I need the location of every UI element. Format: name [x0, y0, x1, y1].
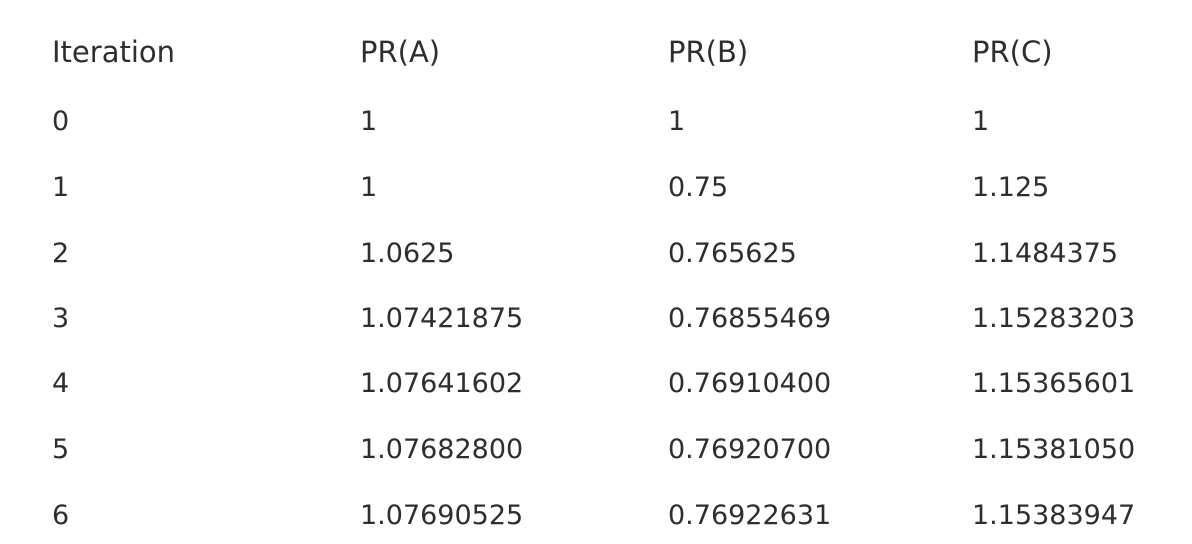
cell-iteration: 4 — [52, 368, 70, 399]
cell-pr-a: 1.07690525 — [360, 500, 524, 531]
cell-iteration: 2 — [52, 238, 70, 269]
header-iteration: Iteration — [52, 35, 176, 69]
cell-pr-a: 1.07421875 — [360, 303, 524, 334]
cell-pr-a: 1.07641602 — [360, 368, 524, 399]
header-pr-a: PR(A) — [360, 35, 441, 69]
table-row: 2 1.0625 0.765625 1.1484375 — [0, 234, 1192, 274]
cell-iteration: 3 — [52, 303, 70, 334]
cell-iteration: 0 — [52, 106, 70, 137]
cell-pr-b: 0.76910400 — [668, 368, 832, 399]
cell-pr-c: 1 — [972, 106, 990, 137]
cell-pr-b: 0.76920700 — [668, 434, 832, 465]
cell-pr-a: 1.07682800 — [360, 434, 524, 465]
cell-pr-c: 1.1484375 — [972, 238, 1119, 269]
cell-pr-c: 1.15381050 — [972, 434, 1136, 465]
cell-pr-b: 0.765625 — [668, 238, 797, 269]
cell-pr-b: 0.76855469 — [668, 303, 832, 334]
table-row: 4 1.07641602 0.76910400 1.15365601 — [0, 364, 1192, 404]
cell-iteration: 1 — [52, 172, 70, 203]
cell-pr-a: 1 — [360, 106, 378, 137]
table-row: 1 1 0.75 1.125 — [0, 168, 1192, 208]
cell-pr-a: 1 — [360, 172, 378, 203]
cell-pr-b: 1 — [668, 106, 686, 137]
cell-pr-c: 1.15365601 — [972, 368, 1136, 399]
table-row: 0 1 1 1 — [0, 102, 1192, 142]
header-pr-c: PR(C) — [972, 35, 1053, 69]
cell-pr-c: 1.125 — [972, 172, 1050, 203]
table-row: 6 1.07690525 0.76922631 1.15383947 — [0, 496, 1192, 536]
table-header-row: Iteration PR(A) PR(B) PR(C) — [0, 32, 1192, 72]
cell-pr-a: 1.0625 — [360, 238, 455, 269]
cell-iteration: 5 — [52, 434, 70, 465]
header-pr-b: PR(B) — [668, 35, 749, 69]
cell-iteration: 6 — [52, 500, 70, 531]
cell-pr-c: 1.15283203 — [972, 303, 1136, 334]
table-row: 3 1.07421875 0.76855469 1.15283203 — [0, 299, 1192, 339]
cell-pr-b: 0.75 — [668, 172, 729, 203]
cell-pr-c: 1.15383947 — [972, 500, 1136, 531]
table-row: 5 1.07682800 0.76920700 1.15381050 — [0, 430, 1192, 470]
cell-pr-b: 0.76922631 — [668, 500, 832, 531]
